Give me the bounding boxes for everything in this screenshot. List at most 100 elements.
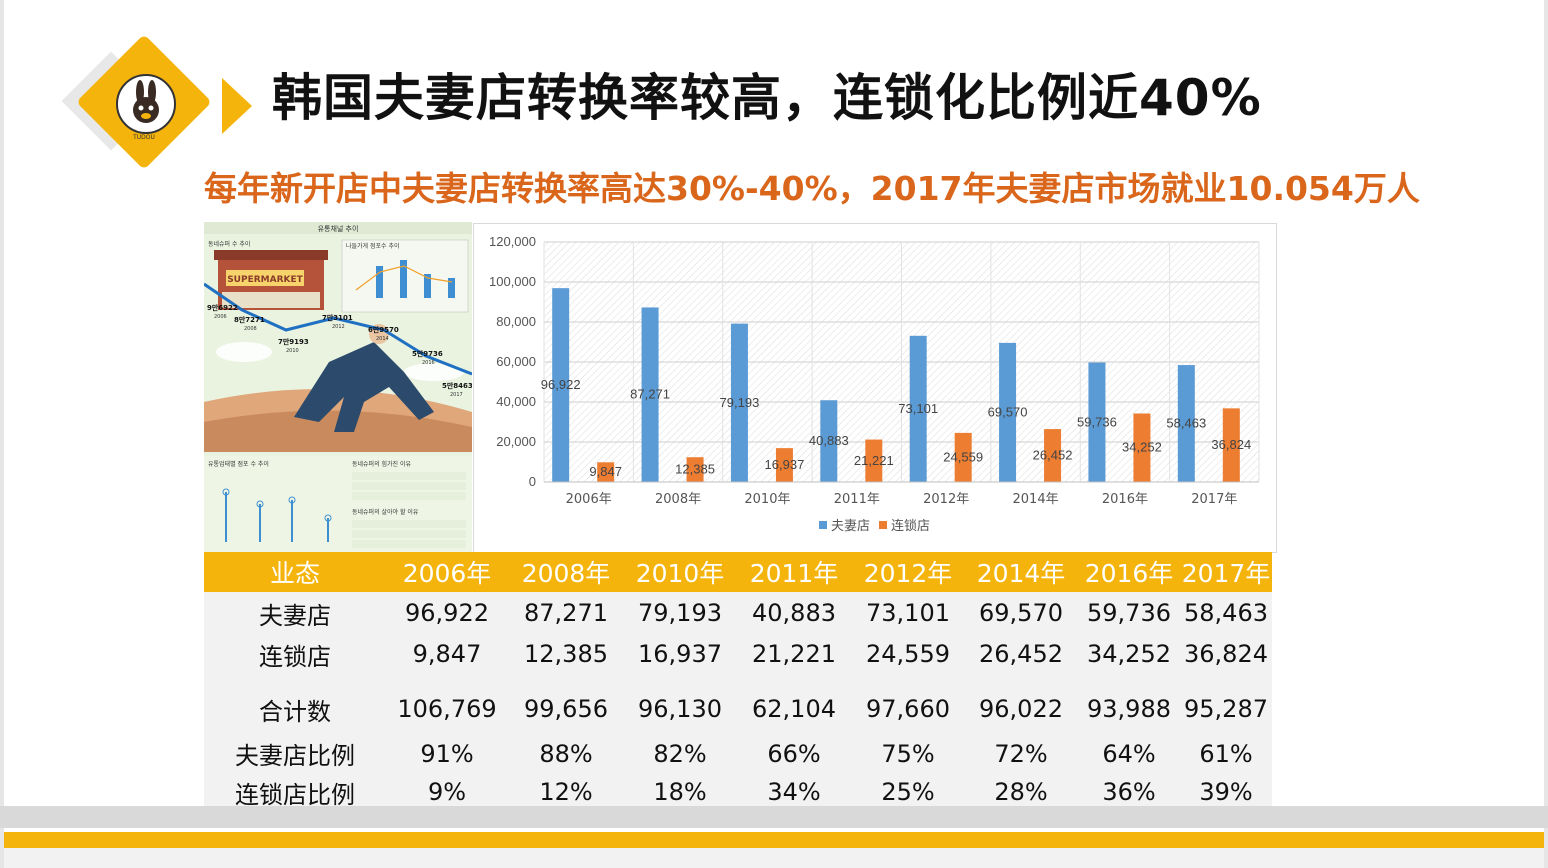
table-cell: 97,660 — [852, 674, 964, 736]
table-header-cell: 业态 — [204, 552, 386, 592]
bar-连锁店-2016年 — [1133, 413, 1151, 482]
trend-year-2017: 2017 — [450, 392, 463, 398]
table-cell: 夫妻店比例 — [204, 736, 386, 771]
x-tick-label: 2010年 — [744, 492, 790, 507]
data-table: 业态 2006年 2008年 2010年 2011年 2012年 2014年 2… — [204, 552, 1272, 813]
legend-label-连锁店: 连锁店 — [891, 518, 930, 534]
table-cell: 69,570 — [964, 592, 1078, 634]
table-cell: 88% — [508, 736, 624, 771]
table-cell: 61% — [1180, 736, 1272, 771]
table-cell: 64% — [1078, 736, 1180, 771]
table-cell: 96,130 — [624, 674, 736, 736]
trend-label-2014: 6만9570 — [368, 325, 399, 334]
table-cell: 96,022 — [964, 674, 1078, 736]
bar-连锁店-2010年 — [775, 448, 793, 482]
bar-夫妻店-2014年 — [999, 342, 1017, 482]
table-cell: 99,656 — [508, 674, 624, 736]
infographic-header: 유통채널 추이 — [318, 224, 359, 233]
trend-label-2016: 5만9736 — [412, 349, 443, 358]
infographic-section2: 나들가게 점포수 추이 — [346, 242, 400, 250]
data-label-连锁店: 12,385 — [675, 462, 715, 477]
x-tick-label: 2006年 — [566, 492, 612, 507]
infographic-trend-labels: 9만6922 2006 8만7271 2008 7만9193 2010 7만31… — [207, 303, 472, 398]
y-tick-label: 40,000 — [496, 394, 536, 409]
table-cell: 9,847 — [386, 634, 508, 674]
table-cell: 96,922 — [386, 592, 508, 634]
bar-连锁店-2017年 — [1222, 408, 1240, 482]
table-header-cell: 2011年 — [736, 552, 852, 592]
frame-left — [0, 0, 4, 868]
page-subtitle: 每年新开店中夫妻店转换率高达30%-40%，2017年夫妻店市场就业10.054… — [204, 169, 1420, 208]
data-label-夫妻店: 73,101 — [898, 401, 938, 416]
bar-夫妻店-2011年 — [820, 400, 838, 482]
table-cell: 93,988 — [1078, 674, 1180, 736]
data-label-连锁店: 26,452 — [1033, 448, 1073, 463]
table-header-cell: 2012年 — [852, 552, 964, 592]
table-header-row: 业态 2006年 2008年 2010年 2011年 2012年 2014年 2… — [204, 552, 1272, 592]
trend-label-2017: 5만8463 — [442, 381, 472, 390]
bar-连锁店-2012年 — [954, 432, 972, 482]
trend-label-2010: 7만9193 — [278, 337, 309, 346]
footer-band-light — [4, 848, 1544, 868]
bar-夫妻店-2012年 — [909, 335, 927, 482]
data-label-连锁店: 34,252 — [1122, 440, 1162, 455]
y-tick-label: 20,000 — [496, 434, 536, 449]
bar-夫妻店-2016年 — [1088, 362, 1106, 482]
x-tick-label: 2008年 — [655, 492, 701, 507]
bar-连锁店-2008年 — [686, 457, 704, 482]
trend-label-2012: 7만3101 — [322, 313, 353, 322]
data-label-夫妻店: 87,271 — [630, 387, 670, 402]
data-label-连锁店: 36,824 — [1211, 437, 1251, 452]
rabbit-mascot-icon — [116, 74, 176, 134]
table-row: 夫妻店 96,922 87,271 79,193 40,883 73,101 6… — [204, 592, 1272, 634]
bar-chart-svg: 0 20,000 40,000 60,000 80,000 100,000 120,000 9… — [489, 234, 1260, 534]
footer-band-gray — [0, 806, 1548, 828]
y-tick-label: 0 — [529, 474, 536, 489]
table-cell: 12,385 — [508, 634, 624, 674]
table-cell: 21,221 — [736, 634, 852, 674]
bar-夫妻店-2010年 — [730, 323, 748, 482]
x-tick-label: 2014年 — [1013, 492, 1059, 507]
table-cell: 106,769 — [386, 674, 508, 736]
table-cell: 合计数 — [204, 674, 386, 736]
table-cell: 75% — [852, 736, 964, 771]
table-header-cell: 2010年 — [624, 552, 736, 592]
table-cell: 66% — [736, 736, 852, 771]
store-sign: SUPERMARKET — [227, 275, 303, 285]
page-title: 韩国夫妻店转换率较高，连锁化比例近40% — [272, 69, 1262, 127]
table-cell: 26,452 — [964, 634, 1078, 674]
data-label-夫妻店: 40,883 — [809, 433, 849, 448]
data-label-连锁店: 21,221 — [854, 453, 894, 468]
trend-year-2008: 2008 — [244, 326, 257, 332]
table-cell: 82% — [624, 736, 736, 771]
infographic-trend-line — [204, 282, 472, 376]
trend-year-2016: 2016 — [422, 360, 435, 366]
bar-chart: 0 20,000 40,000 60,000 80,000 100,000 120,000 9… — [473, 223, 1277, 553]
legend-label-夫妻店: 夫妻店 — [831, 519, 870, 534]
logo: TUDOU — [58, 34, 212, 170]
table-row: 合计数 106,769 99,656 96,130 62,104 97,660 … — [204, 674, 1272, 736]
table-cell: 16,937 — [624, 634, 736, 674]
trend-year-2012: 2012 — [332, 324, 345, 330]
table-cell: 58,463 — [1180, 592, 1272, 634]
x-tick-label: 2012年 — [923, 492, 969, 507]
data-label-夫妻店: 79,193 — [720, 395, 760, 410]
table-cell: 24,559 — [852, 634, 964, 674]
table-cell: 62,104 — [736, 674, 852, 736]
table-cell: 87,271 — [508, 592, 624, 634]
bar-夫妻店-2006年 — [552, 288, 570, 482]
x-tick-label: 2011年 — [834, 492, 880, 507]
table-header-cell: 2006年 — [386, 552, 508, 592]
infographic-section3: 유통업태별 점포 수 추이 — [208, 460, 269, 468]
korean-infographic: 유통채널 추이 동네슈퍼 수 추이 나들가게 점포수 추이 SUPERMARKE… — [204, 222, 472, 552]
table-header-cell: 2016年 — [1078, 552, 1180, 592]
title-arrow-icon — [222, 78, 252, 134]
y-tick-label: 80,000 — [496, 314, 536, 329]
trend-year-2006: 2006 — [214, 314, 227, 320]
bar-夫妻店-2008年 — [641, 307, 659, 482]
table-header-cell: 2014年 — [964, 552, 1078, 592]
legend-swatch-夫妻店 — [819, 521, 827, 529]
y-tick-label: 60,000 — [496, 354, 536, 369]
table-header-cell: 2017年 — [1180, 552, 1272, 592]
table-cell: 36,824 — [1180, 634, 1272, 674]
